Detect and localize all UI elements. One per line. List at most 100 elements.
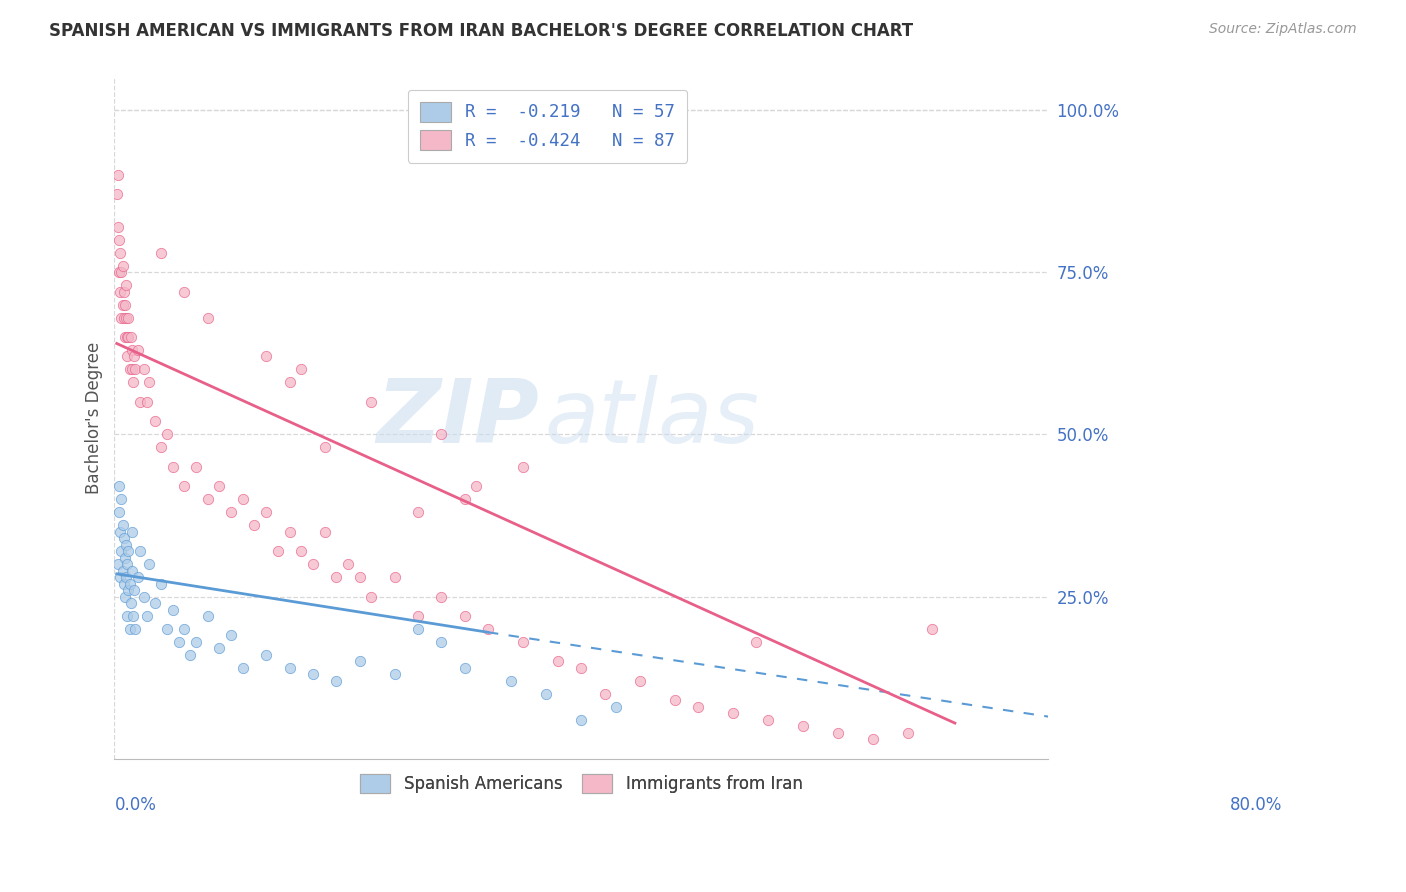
Text: ZIP: ZIP [377, 375, 540, 462]
Point [115, 310, 138, 325]
Point [121, 343, 143, 357]
Point [349, 655, 371, 669]
Point [453, 492, 475, 507]
Point [162, 602, 184, 616]
Point [110, 265, 132, 279]
Point [107, 168, 129, 182]
Point [302, 557, 325, 571]
Point [232, 661, 254, 675]
Point [184, 635, 207, 649]
Point [453, 609, 475, 624]
Point [117, 557, 139, 571]
Point [117, 330, 139, 344]
Point [115, 538, 138, 552]
Point [122, 350, 145, 364]
Point [111, 564, 134, 578]
Point [349, 570, 371, 584]
Point [430, 590, 453, 604]
Point [219, 628, 242, 642]
Point [569, 713, 592, 727]
Point [112, 576, 135, 591]
Text: 0.0%: 0.0% [114, 797, 156, 814]
Point [254, 648, 277, 662]
Text: SPANISH AMERICAN VS IMMIGRANTS FROM IRAN BACHELOR'S DEGREE CORRELATION CHART: SPANISH AMERICAN VS IMMIGRANTS FROM IRAN… [49, 22, 914, 40]
Point [721, 706, 744, 721]
Point [138, 376, 160, 390]
Point [384, 570, 406, 584]
Point [121, 524, 143, 539]
Point [325, 570, 347, 584]
Point [173, 285, 195, 299]
Point [179, 648, 201, 662]
Point [314, 440, 336, 454]
Point [107, 557, 129, 571]
Point [124, 362, 146, 376]
Point [336, 557, 359, 571]
Point [827, 726, 849, 740]
Point [132, 590, 155, 604]
Point [118, 622, 141, 636]
Point [278, 524, 301, 539]
Point [120, 596, 142, 610]
Point [121, 362, 143, 376]
Point [156, 427, 179, 442]
Point [512, 635, 534, 649]
Point [208, 641, 231, 656]
Point [136, 395, 159, 409]
Point [117, 350, 139, 364]
Point [136, 609, 159, 624]
Point [114, 590, 136, 604]
Point [108, 233, 131, 247]
Y-axis label: Bachelor's Degree: Bachelor's Degree [86, 342, 103, 494]
Point [107, 219, 129, 234]
Point [117, 583, 139, 598]
Point [897, 726, 920, 740]
Point [173, 479, 195, 493]
Point [121, 564, 143, 578]
Point [112, 310, 135, 325]
Point [110, 524, 132, 539]
Point [547, 655, 569, 669]
Point [112, 531, 135, 545]
Point [108, 265, 131, 279]
Legend: Spanish Americans, Immigrants from Iran: Spanish Americans, Immigrants from Iran [352, 765, 811, 802]
Point [406, 609, 429, 624]
Point [111, 297, 134, 311]
Point [110, 310, 132, 325]
Point [302, 667, 325, 681]
Point [325, 673, 347, 688]
Point [105, 187, 128, 202]
Text: 80.0%: 80.0% [1229, 797, 1282, 814]
Point [129, 395, 152, 409]
Point [173, 622, 195, 636]
Point [167, 635, 190, 649]
Point [406, 622, 429, 636]
Point [267, 544, 290, 558]
Point [745, 635, 768, 649]
Point [232, 492, 254, 507]
Point [150, 576, 173, 591]
Point [862, 732, 884, 747]
Point [132, 362, 155, 376]
Point [120, 330, 142, 344]
Point [384, 667, 406, 681]
Point [122, 609, 145, 624]
Point [208, 479, 231, 493]
Point [477, 622, 499, 636]
Point [156, 622, 179, 636]
Point [430, 635, 453, 649]
Point [278, 376, 301, 390]
Point [290, 362, 312, 376]
Point [118, 576, 141, 591]
Point [254, 350, 277, 364]
Point [254, 505, 277, 519]
Point [114, 550, 136, 565]
Point [114, 330, 136, 344]
Point [360, 590, 382, 604]
Point [197, 492, 219, 507]
Point [115, 278, 138, 293]
Point [756, 713, 779, 727]
Point [664, 693, 686, 707]
Point [115, 570, 138, 584]
Point [122, 583, 145, 598]
